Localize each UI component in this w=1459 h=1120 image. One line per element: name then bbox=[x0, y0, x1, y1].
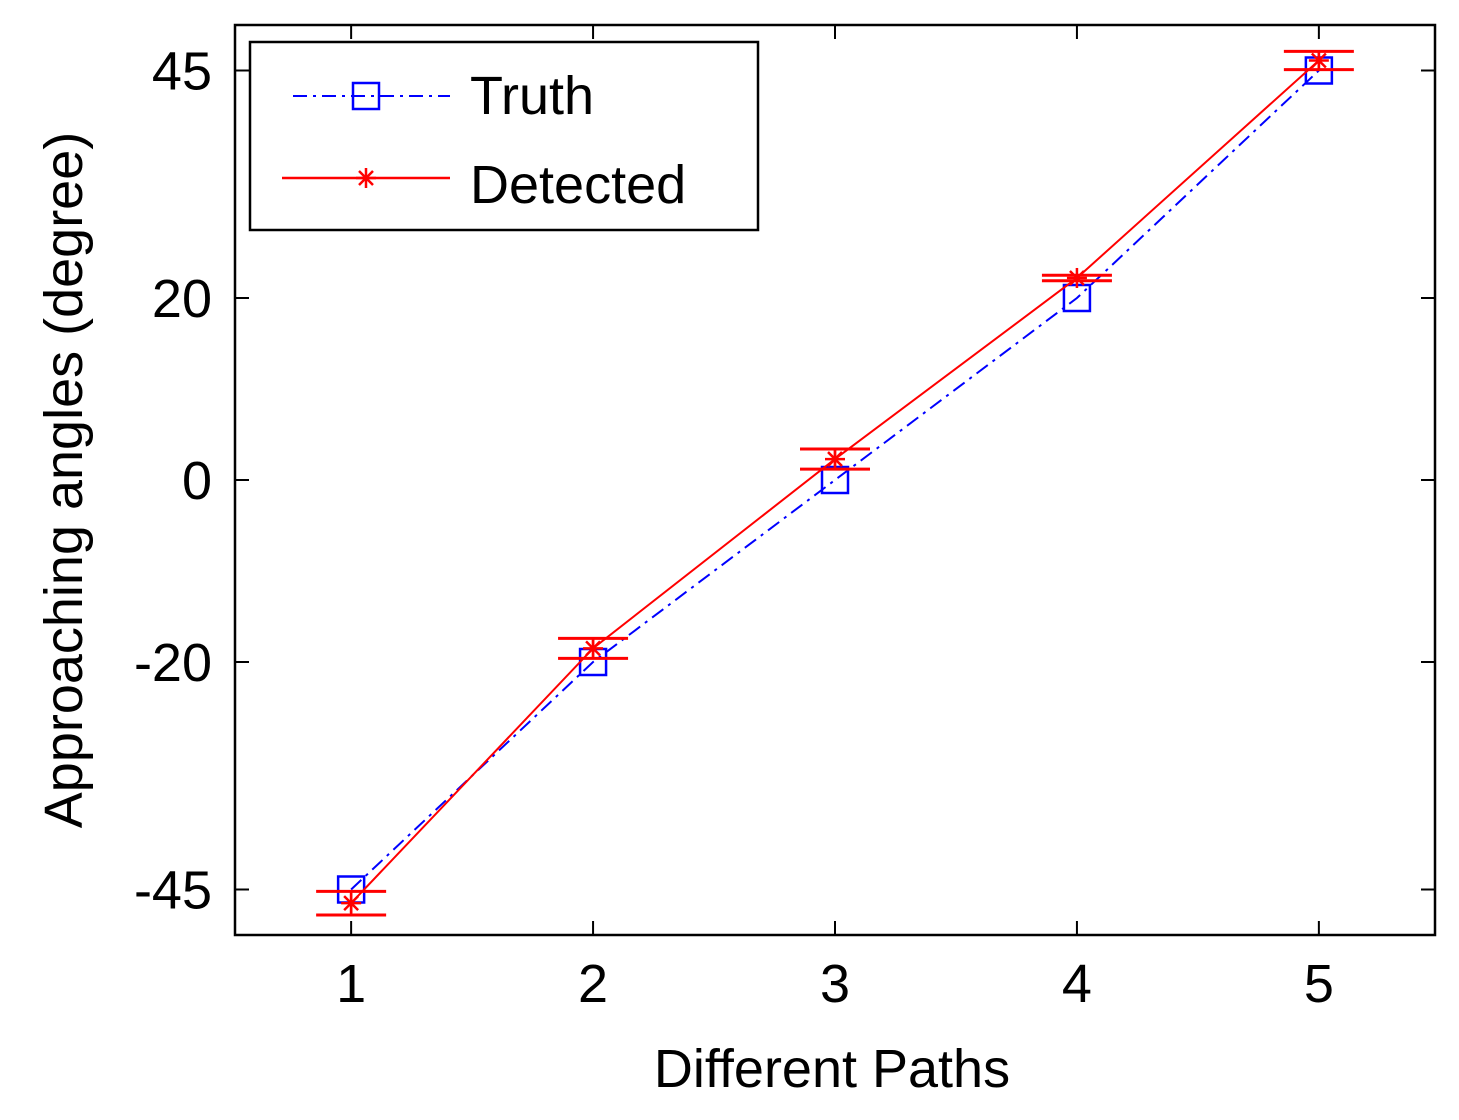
x-tick-label: 3 bbox=[820, 954, 850, 1014]
legend-swatches bbox=[282, 81, 450, 188]
y-tick-label: -45 bbox=[134, 861, 212, 921]
legend-label-detected: Detected bbox=[470, 155, 686, 215]
x-tick-label: 2 bbox=[578, 954, 608, 1014]
ticks-layer bbox=[235, 25, 1435, 935]
x-tick-label: 1 bbox=[336, 954, 366, 1014]
asterisk-stroke bbox=[343, 895, 360, 912]
legend-label-truth: Truth bbox=[470, 66, 594, 126]
asterisk-stroke bbox=[1069, 270, 1085, 286]
legend-swatch-truth-marker bbox=[351, 81, 381, 111]
x-axis-label: Different Paths bbox=[654, 1039, 1010, 1099]
asterisk-stroke bbox=[585, 640, 601, 657]
legend-swatch-detected-marker bbox=[356, 168, 376, 188]
y-axis-label: Approaching angles (degree) bbox=[34, 132, 94, 828]
series-layer bbox=[316, 49, 1354, 917]
marker-detected bbox=[583, 638, 604, 659]
asterisk-stroke bbox=[827, 451, 843, 467]
y-tick-label: 0 bbox=[182, 451, 212, 511]
y-tick-label: 45 bbox=[152, 42, 212, 102]
asterisk-stroke bbox=[1310, 52, 1327, 69]
legend: Truth Detected bbox=[248, 40, 760, 232]
x-tick-label: 4 bbox=[1062, 954, 1092, 1014]
marker-detected bbox=[825, 449, 845, 470]
marker-detected bbox=[1308, 50, 1329, 71]
asterisk-stroke bbox=[358, 170, 374, 186]
x-tick-label: 5 bbox=[1304, 954, 1334, 1014]
y-tick-label: 20 bbox=[152, 269, 212, 329]
series-detected bbox=[316, 49, 1354, 917]
marker-detected bbox=[1066, 267, 1087, 288]
series-line-truth bbox=[350, 69, 1320, 891]
y-tick-label: -20 bbox=[134, 633, 212, 693]
legend-box bbox=[248, 40, 760, 232]
marker-detected bbox=[341, 893, 362, 914]
